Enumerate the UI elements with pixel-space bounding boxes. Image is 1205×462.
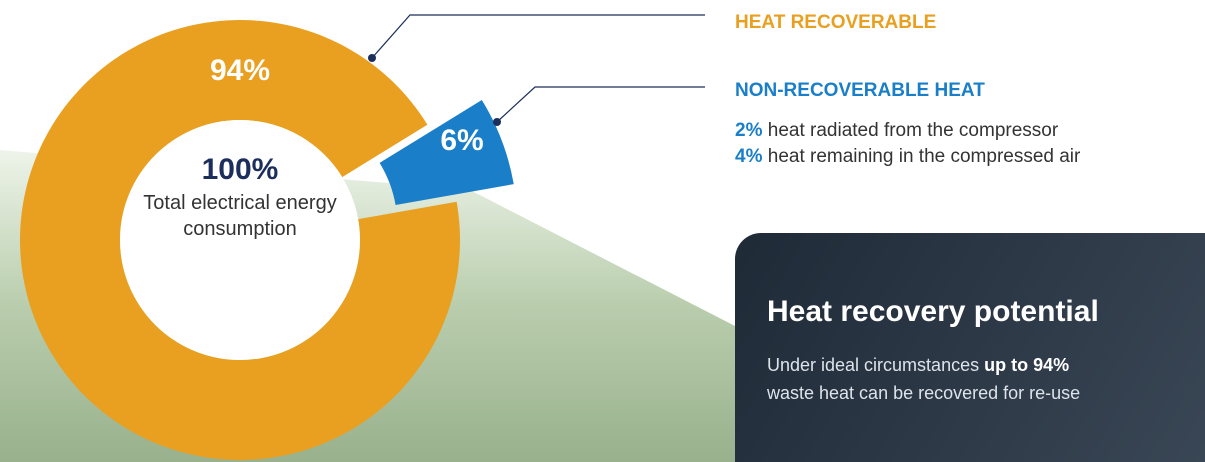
center-text: Total electrical energy consumption: [143, 192, 336, 240]
value-label: 94%: [210, 54, 270, 87]
detail-amount: 4%: [735, 146, 762, 167]
leader-line: [372, 15, 705, 58]
value-label: 6%: [440, 124, 483, 157]
detail-text: heat remaining in the compressed air: [768, 146, 1081, 167]
info-panel: Heat recovery potential Under ideal circ…: [735, 233, 1205, 462]
center-label: 100% Total electrical energy consumption: [140, 150, 340, 242]
detail-row: 4% heat remaining in the compressed air: [735, 146, 1080, 168]
panel-highlight: up to 94%: [984, 355, 1069, 375]
legend-entry: HEAT RECOVERABLE: [735, 12, 936, 34]
panel-text: Under ideal circumstances: [767, 355, 979, 375]
detail-row: 2% heat radiated from the compressor: [735, 120, 1058, 142]
leader-dot: [493, 118, 501, 126]
panel-body: Under ideal circumstances up to 94% waste…: [767, 351, 1080, 407]
panel-text: waste heat can be recovered for re-use: [767, 383, 1080, 403]
leader-line: [497, 87, 705, 122]
panel-title: Heat recovery potential: [767, 295, 1099, 329]
leader-dot: [368, 54, 376, 62]
page: 94% 6% 100% Total electrical energy consu…: [0, 0, 1205, 462]
legend-entry: NON-RECOVERABLE HEAT: [735, 80, 985, 102]
detail-amount: 2%: [735, 120, 762, 141]
detail-text: heat radiated from the compressor: [768, 120, 1058, 141]
center-value: 100%: [140, 150, 340, 190]
